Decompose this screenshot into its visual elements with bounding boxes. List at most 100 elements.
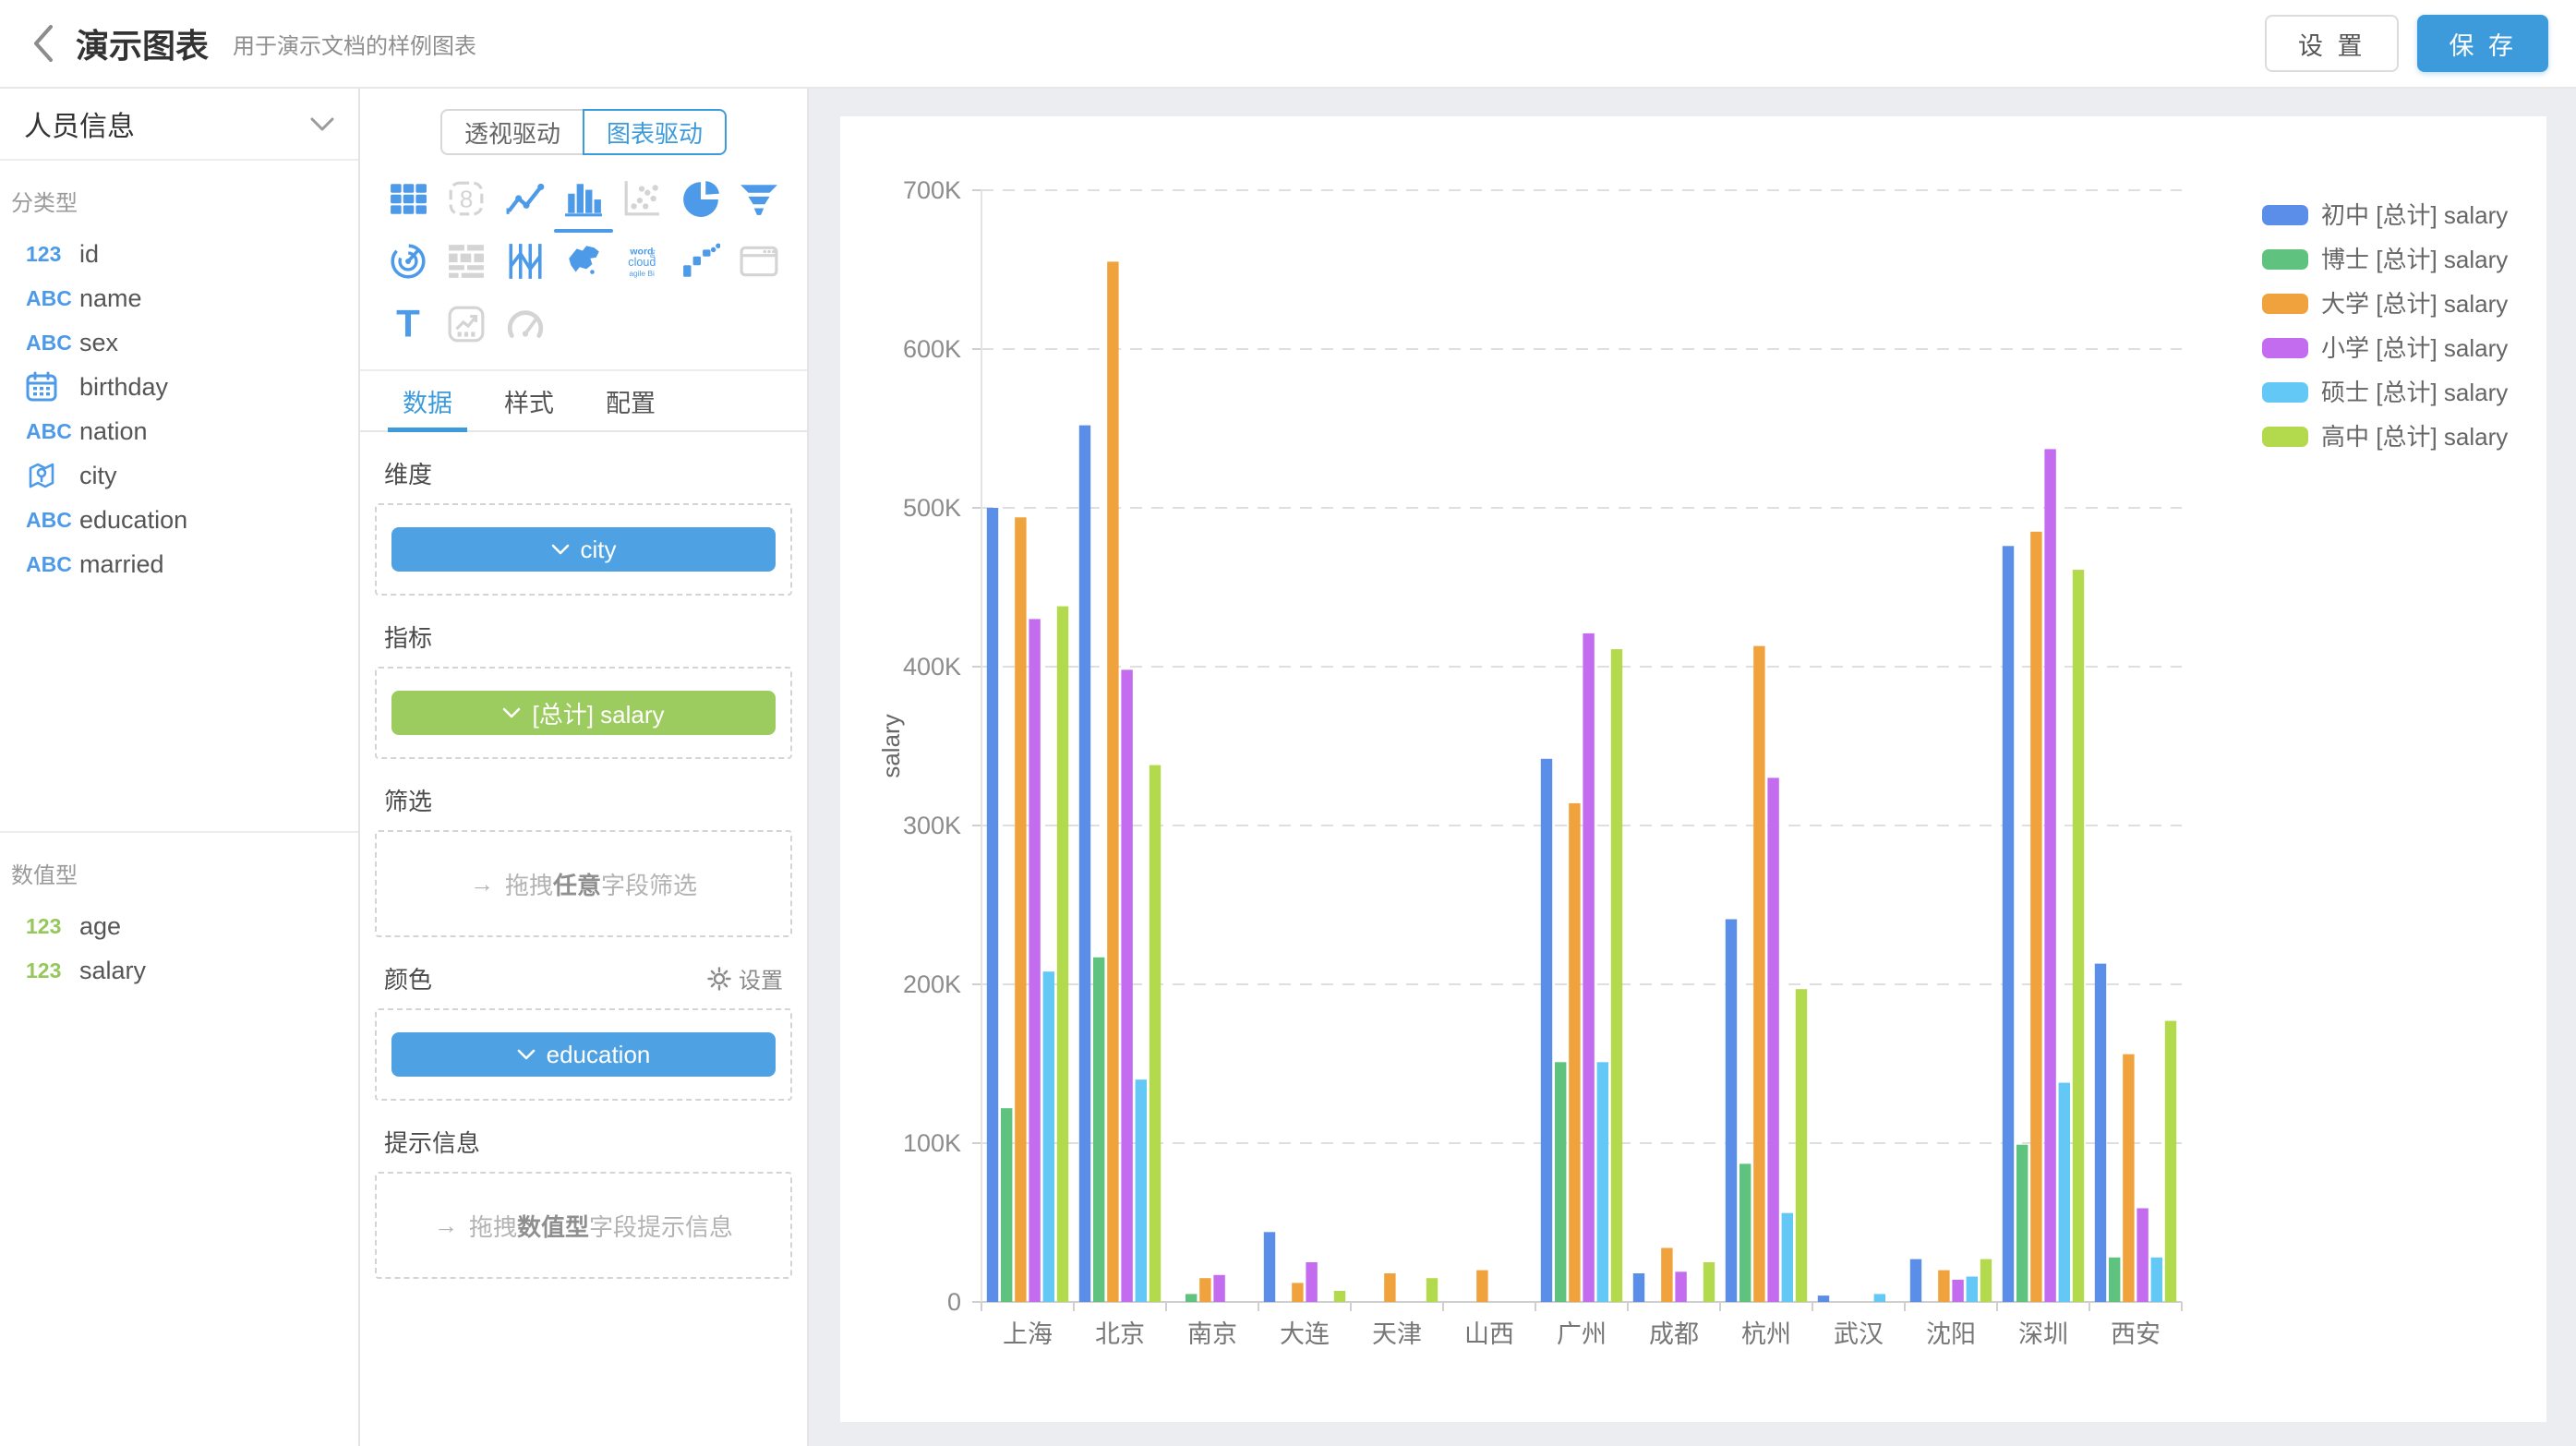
tab-chart-driven[interactable]: 图表驱动 (583, 109, 728, 155)
bar-c10-s0[interactable] (1909, 1259, 1922, 1302)
field-name[interactable]: ABC name (0, 276, 358, 320)
field-salary[interactable]: 123 salary (0, 948, 358, 993)
bar-c3-s3[interactable] (1306, 1262, 1318, 1302)
bar-c1-s3[interactable] (1121, 669, 1133, 1302)
metric-dropzone[interactable]: [总计] salary (375, 667, 792, 759)
bar-c3-s0[interactable] (1263, 1232, 1276, 1302)
bar-c1-s4[interactable] (1135, 1079, 1147, 1302)
dataset-selector[interactable]: 人员信息 (0, 89, 358, 161)
china-map-icon[interactable] (562, 240, 605, 283)
bar-c0-s0[interactable] (986, 508, 999, 1302)
bar-chart-icon[interactable] (553, 177, 613, 233)
legend-item[interactable]: 高中 [总计] salary (2262, 423, 2508, 451)
bar-c7-s3[interactable] (1675, 1271, 1687, 1302)
save-button[interactable]: 保 存 (2417, 15, 2548, 72)
bar-c0-s1[interactable] (1001, 1108, 1013, 1302)
bar-c1-s0[interactable] (1078, 425, 1091, 1303)
web-frame-icon[interactable] (738, 240, 780, 283)
legend-item[interactable]: 大学 [总计] salary (2262, 290, 2508, 318)
parallel-icon[interactable] (504, 240, 547, 283)
bar-c7-s2[interactable] (1661, 1247, 1673, 1303)
legend-item[interactable]: 初中 [总计] salary (2262, 201, 2508, 229)
tooltip-dropzone[interactable]: → 拖拽数值型字段提示信息 (375, 1172, 792, 1279)
bar-c9-s4[interactable] (1873, 1294, 1885, 1302)
bar-c8-s5[interactable] (1795, 989, 1808, 1302)
bar-c4-s2[interactable] (1384, 1273, 1396, 1302)
field-id[interactable]: 123 id (0, 232, 358, 276)
bar-c0-s3[interactable] (1029, 619, 1041, 1302)
legend-item[interactable]: 硕士 [总计] salary (2262, 379, 2508, 406)
chip--salary[interactable]: [总计] salary (391, 691, 776, 735)
pie-chart-icon[interactable] (680, 177, 722, 220)
bar-c2-s3[interactable] (1213, 1274, 1225, 1302)
bar-c6-s0[interactable] (1540, 758, 1553, 1302)
field-age[interactable]: 123 age (0, 904, 358, 948)
bar-c1-s1[interactable] (1093, 957, 1105, 1302)
bar-c6-s3[interactable] (1583, 633, 1595, 1302)
field-birthday[interactable]: birthday (0, 365, 358, 409)
field-education[interactable]: ABC education (0, 498, 358, 542)
tab-data[interactable]: 数据 (388, 371, 467, 432)
bar-c11-s2[interactable] (2030, 531, 2042, 1302)
bar-c6-s5[interactable] (1610, 649, 1623, 1302)
field-married[interactable]: ABC married (0, 542, 358, 586)
bar-c2-s2[interactable] (1199, 1278, 1211, 1302)
number-card-icon[interactable]: 8 (445, 177, 488, 220)
legend-item[interactable]: 小学 [总计] salary (2262, 334, 2508, 362)
field-sex[interactable]: ABC sex (0, 320, 358, 365)
color-dropzone[interactable]: education (375, 1008, 792, 1101)
crosstab-icon[interactable] (445, 240, 488, 283)
radar-icon[interactable] (387, 240, 429, 283)
bar-c6-s1[interactable] (1555, 1062, 1567, 1302)
bar-c12-s5[interactable] (2164, 1020, 2177, 1302)
chip-city[interactable]: city (391, 527, 776, 572)
trend-card-icon[interactable] (445, 303, 488, 345)
bar-c12-s2[interactable] (2123, 1054, 2135, 1302)
bar-c11-s4[interactable] (2058, 1082, 2070, 1302)
bar-c10-s5[interactable] (1980, 1259, 1992, 1302)
bar-c9-s0[interactable] (1817, 1295, 1830, 1302)
bar-c5-s2[interactable] (1476, 1270, 1488, 1302)
text-icon[interactable]: T (387, 303, 429, 345)
bar-c11-s5[interactable] (2072, 570, 2085, 1302)
field-nation[interactable]: ABC nation (0, 409, 358, 453)
bar-c11-s1[interactable] (2016, 1144, 2028, 1302)
line-chart-icon[interactable] (504, 177, 547, 220)
bar-c7-s5[interactable] (1703, 1262, 1715, 1302)
bar-c12-s3[interactable] (2137, 1208, 2149, 1303)
tab-pivot-driven[interactable]: 透视驱动 (439, 109, 583, 155)
bar-c0-s4[interactable] (1042, 971, 1054, 1302)
color-settings-button[interactable]: 设置 (707, 962, 783, 994)
bar-c7-s0[interactable] (1632, 1273, 1645, 1302)
legend-item[interactable]: 博士 [总计] salary (2262, 246, 2508, 273)
bar-c10-s2[interactable] (1938, 1270, 1950, 1302)
word-cloud-icon[interactable]: word cloud agile Bi tag (620, 240, 663, 283)
bar-c8-s3[interactable] (1767, 777, 1779, 1302)
bar-c11-s0[interactable] (2002, 546, 2015, 1302)
bar-c4-s5[interactable] (1426, 1278, 1438, 1302)
table-icon[interactable] (387, 177, 429, 220)
bar-c12-s0[interactable] (2094, 963, 2107, 1302)
bar-c0-s2[interactable] (1015, 517, 1027, 1302)
bar-c8-s2[interactable] (1753, 645, 1765, 1302)
bar-c0-s5[interactable] (1056, 606, 1069, 1302)
tab-style[interactable]: 样式 (504, 389, 554, 417)
filter-dropzone[interactable]: → 拖拽任意字段筛选 (375, 830, 792, 937)
bar-c12-s4[interactable] (2150, 1257, 2162, 1302)
bar-c3-s5[interactable] (1333, 1291, 1346, 1302)
bar-c6-s2[interactable] (1569, 802, 1581, 1302)
bar-c12-s1[interactable] (2109, 1257, 2121, 1302)
bar-c8-s4[interactable] (1781, 1212, 1793, 1302)
scatter-icon[interactable] (620, 177, 663, 220)
bar-c8-s0[interactable] (1725, 919, 1738, 1303)
chip-education[interactable]: education (391, 1032, 776, 1077)
bar-c10-s3[interactable] (1952, 1279, 1964, 1302)
bar-c1-s5[interactable] (1149, 765, 1162, 1302)
back-button[interactable] (22, 16, 63, 71)
bar-c1-s2[interactable] (1107, 261, 1119, 1302)
bar-c6-s4[interactable] (1596, 1062, 1608, 1302)
settings-button[interactable]: 设 置 (2264, 15, 2400, 72)
tab-config[interactable]: 配置 (606, 389, 656, 417)
bar-c10-s4[interactable] (1966, 1276, 1978, 1303)
bar-c2-s1[interactable] (1186, 1294, 1198, 1302)
